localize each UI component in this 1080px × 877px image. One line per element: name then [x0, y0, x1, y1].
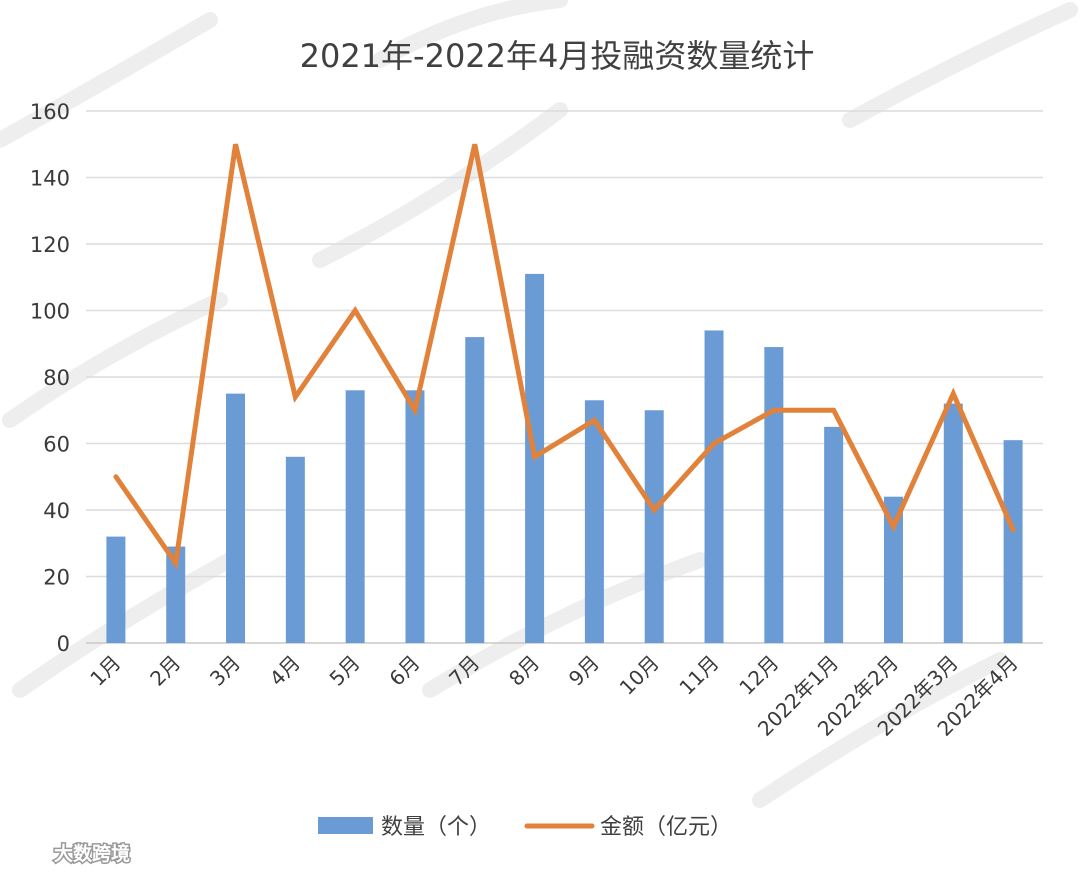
- x-tick-label: 3月: [205, 651, 245, 691]
- x-tick-label: 5月: [325, 651, 365, 691]
- x-tick-label: 8月: [504, 651, 544, 691]
- bar: [585, 400, 604, 643]
- legend-label-bar: 数量（个）: [381, 815, 491, 840]
- brand-text: 大数跨境: [54, 842, 130, 865]
- x-tick-label: 12月: [734, 651, 783, 700]
- bar: [764, 347, 783, 643]
- x-tick-label: 9月: [564, 651, 604, 691]
- legend-label-line: 金额（亿元）: [600, 815, 732, 840]
- bar: [824, 427, 843, 643]
- x-tick-label: 4月: [265, 651, 305, 691]
- bar: [1004, 440, 1023, 643]
- y-tick-label: 160: [30, 100, 70, 124]
- x-tick-label: 10月: [615, 651, 664, 700]
- y-axis-ticks: 0 20 40 60 80 100 120 140 160: [30, 100, 70, 656]
- y-tick-label: 140: [30, 167, 70, 191]
- y-tick-label: 100: [30, 300, 70, 324]
- chart-title: 2021年-2022年4月投融资数量统计: [300, 37, 815, 75]
- x-tick-label: 6月: [384, 651, 424, 691]
- y-tick-label: 0: [57, 632, 70, 656]
- bar: [405, 390, 424, 643]
- legend: 数量（个） 金额（亿元）: [318, 815, 732, 840]
- y-tick-label: 60: [43, 433, 70, 457]
- line-series-path: [116, 144, 1013, 563]
- brand-watermark: 大数跨境: [11, 841, 130, 865]
- bar: [705, 330, 724, 643]
- bar: [106, 537, 125, 643]
- bar: [226, 394, 245, 643]
- bar: [465, 337, 484, 643]
- bar-series: [106, 274, 1022, 643]
- bar: [346, 390, 365, 643]
- legend-swatch-bar: [318, 817, 373, 834]
- y-tick-label: 80: [43, 366, 70, 390]
- x-tick-label: 1月: [85, 651, 125, 691]
- x-tick-label: 2月: [145, 651, 185, 691]
- bar: [944, 404, 963, 643]
- bar: [286, 457, 305, 643]
- y-tick-label: 40: [43, 499, 70, 523]
- y-tick-label: 120: [30, 233, 70, 257]
- bar: [645, 410, 664, 643]
- brand-logo-icon: [11, 841, 48, 860]
- line-series: [116, 144, 1013, 563]
- y-tick-label: 20: [43, 566, 70, 590]
- x-tick-label: 11月: [674, 651, 723, 700]
